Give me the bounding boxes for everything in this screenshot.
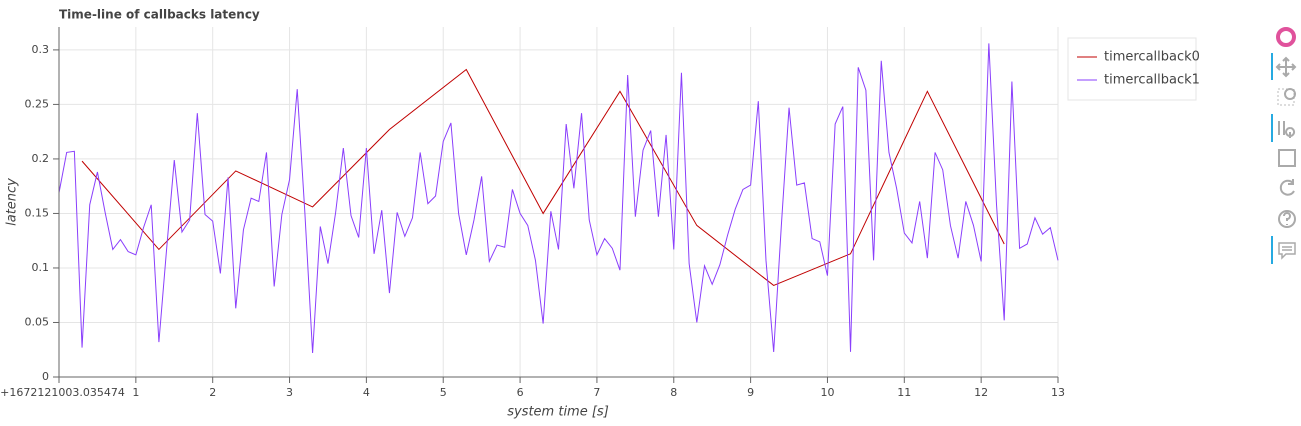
x-tick-label: 11 (897, 386, 911, 399)
toolbar (1271, 27, 1297, 264)
x-tick-label: 0+1672121003.035474 (0, 386, 125, 399)
series-line (58, 43, 1059, 354)
x-tick-label: 13 (1051, 386, 1065, 399)
y-tick-label: 0.15 (25, 206, 50, 219)
plot-lines (58, 43, 1059, 354)
y-axis-label: latency (5, 178, 20, 226)
x-tick-label: 7 (593, 386, 600, 399)
x-tick-label: 10 (820, 386, 834, 399)
series-line (81, 68, 1005, 286)
help-tool[interactable] (1278, 210, 1296, 228)
x-tick-label: 3 (286, 386, 293, 399)
x-tick-label: 9 (747, 386, 754, 399)
y-tick-label: 0.1 (32, 261, 50, 274)
axes: 0 0.05 0.1 0.15 0.2 0.25 0.3 0+1672121003.03547… (0, 27, 1065, 399)
help-mark (1283, 212, 1291, 225)
y-tick-label: 0 (42, 370, 49, 383)
x-tick-label: 5 (440, 386, 447, 399)
grid (58, 27, 1059, 378)
reset-tool[interactable] (1279, 179, 1295, 196)
y-tick-label: 0.3 (32, 43, 50, 56)
x-tick-label: 12 (974, 386, 988, 399)
chart-title: Time-line of callbacks latency (59, 8, 260, 22)
x-axis-label: system time [s] (507, 405, 609, 420)
x-tick-label: 8 (670, 386, 677, 399)
x-tick-label: 1 (132, 386, 139, 399)
bokeh-logo-center (1283, 34, 1289, 40)
legend-label: timercallback0 (1104, 50, 1200, 65)
y-tick-label: 0.2 (32, 152, 50, 165)
y-tick-label: 0.05 (25, 315, 50, 328)
bokeh-logo[interactable] (1276, 27, 1296, 47)
x-tick-label: 2 (209, 386, 216, 399)
box-zoom-lens (1284, 88, 1296, 100)
pan-tool[interactable] (1275, 56, 1297, 78)
save-tool[interactable] (1278, 149, 1296, 167)
legend-label: timercallback1 (1104, 73, 1200, 88)
x-tick-label: 6 (517, 386, 524, 399)
legend: timercallback0 timercallback1 (1067, 37, 1200, 101)
wheel-zoom-tool[interactable] (1278, 121, 1296, 138)
legend-box (1067, 37, 1197, 101)
hover-tool[interactable] (1278, 242, 1296, 260)
y-tick-label: 0.25 (25, 97, 50, 110)
x-tick-label: 4 (363, 386, 370, 399)
